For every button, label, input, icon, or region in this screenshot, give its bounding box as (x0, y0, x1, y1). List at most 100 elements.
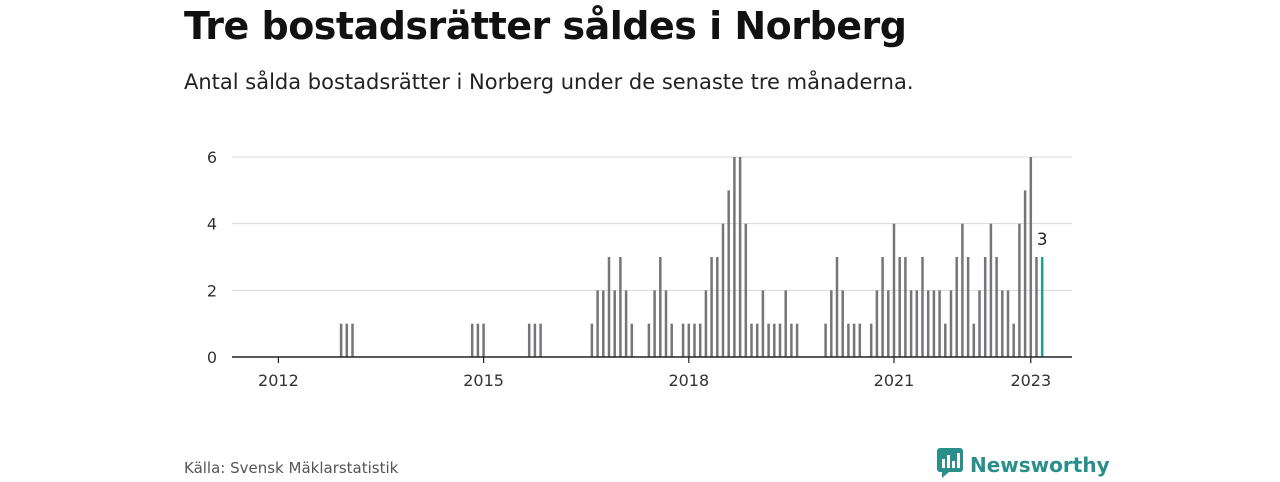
bar (755, 323, 759, 357)
bar (904, 257, 907, 357)
bar (539, 323, 542, 357)
brand-name: Newsworthy (970, 453, 1110, 477)
highlight-value-label: 3 (1037, 230, 1048, 250)
bar (653, 290, 656, 357)
bar (972, 323, 976, 357)
bar (693, 323, 696, 357)
bar (733, 157, 736, 357)
bar (687, 323, 691, 357)
bar (773, 323, 776, 357)
bars (339, 157, 1044, 357)
bar (790, 323, 793, 357)
bar (847, 323, 850, 357)
bar (1001, 290, 1004, 357)
bar (727, 190, 730, 357)
y-tick-label: 6 (207, 148, 217, 167)
bar (345, 323, 349, 357)
bar (698, 323, 702, 357)
bar (704, 290, 708, 357)
chart-subtitle: Antal sålda bostadsrätter i Norberg unde… (184, 70, 914, 94)
bar (607, 257, 611, 357)
bar (738, 157, 742, 357)
bar (476, 323, 480, 357)
y-tick-label: 0 (207, 348, 217, 367)
bar (887, 290, 890, 357)
bar (750, 323, 753, 357)
bar (830, 290, 833, 357)
x-tick-label: 2015 (463, 371, 504, 390)
x-tick-label: 2012 (258, 371, 299, 390)
bar (659, 257, 662, 357)
bar (949, 290, 953, 357)
bar (795, 323, 799, 357)
newsworthy-logo-icon (937, 448, 963, 482)
bar (482, 323, 485, 357)
y-tick-label: 2 (207, 281, 217, 300)
bar (989, 223, 993, 357)
bar (647, 323, 651, 357)
bar (909, 290, 913, 357)
bar (858, 323, 862, 357)
bar (1018, 223, 1021, 357)
bar (869, 323, 873, 357)
bar (681, 323, 685, 357)
bar (955, 257, 958, 357)
bar (767, 323, 770, 357)
bar (710, 257, 713, 357)
chart-title: Tre bostadsrätter såldes i Norberg (184, 4, 907, 48)
bar (602, 290, 605, 357)
bar (1012, 323, 1015, 357)
newsworthy-logo[interactable]: Newsworthy (937, 448, 1110, 482)
bar (944, 323, 947, 357)
bar (339, 323, 343, 357)
bar (744, 223, 748, 357)
bar (983, 257, 987, 357)
x-tick-label: 2018 (668, 371, 709, 390)
bar (841, 290, 844, 357)
bar (527, 323, 531, 357)
bar (351, 323, 354, 357)
bar (824, 323, 827, 357)
bar (966, 257, 970, 357)
bar (921, 257, 924, 357)
bar (835, 257, 839, 357)
bar (596, 290, 599, 357)
bar-highlight (1040, 257, 1044, 357)
bar (1023, 190, 1027, 357)
bar (1035, 257, 1038, 357)
bar-chart: 0 2 4 6 2012 2015 2018 2021 2023 3 (207, 148, 1072, 390)
bar (938, 290, 941, 357)
grid-lines (232, 156, 1072, 291)
x-tick-label: 2021 (874, 371, 915, 390)
bar (533, 323, 537, 357)
bar (590, 323, 594, 357)
bar (1006, 290, 1010, 357)
y-axis-ticks: 0 2 4 6 (207, 148, 217, 367)
bar (915, 290, 919, 357)
bar (630, 323, 634, 357)
bar (875, 290, 879, 357)
bar (852, 323, 856, 357)
y-tick-label: 4 (207, 215, 217, 234)
bar (898, 257, 901, 357)
bar (1029, 157, 1033, 357)
bar (664, 290, 668, 357)
bar (995, 257, 998, 357)
bar (926, 290, 930, 357)
bar (881, 257, 884, 357)
bar (470, 323, 474, 357)
bar (778, 323, 782, 357)
bar (932, 290, 936, 357)
bar (784, 290, 787, 357)
bar (961, 223, 964, 357)
bar (978, 290, 981, 357)
bar (761, 290, 765, 357)
bar (619, 257, 622, 357)
bar (624, 290, 628, 357)
x-axis-ticks: 2012 2015 2018 2021 2023 (258, 357, 1051, 390)
bar (721, 223, 725, 357)
bar (670, 323, 673, 357)
bar (892, 223, 896, 357)
source-note: Källa: Svensk Mäklarstatistik (184, 459, 399, 477)
bar (613, 290, 616, 357)
